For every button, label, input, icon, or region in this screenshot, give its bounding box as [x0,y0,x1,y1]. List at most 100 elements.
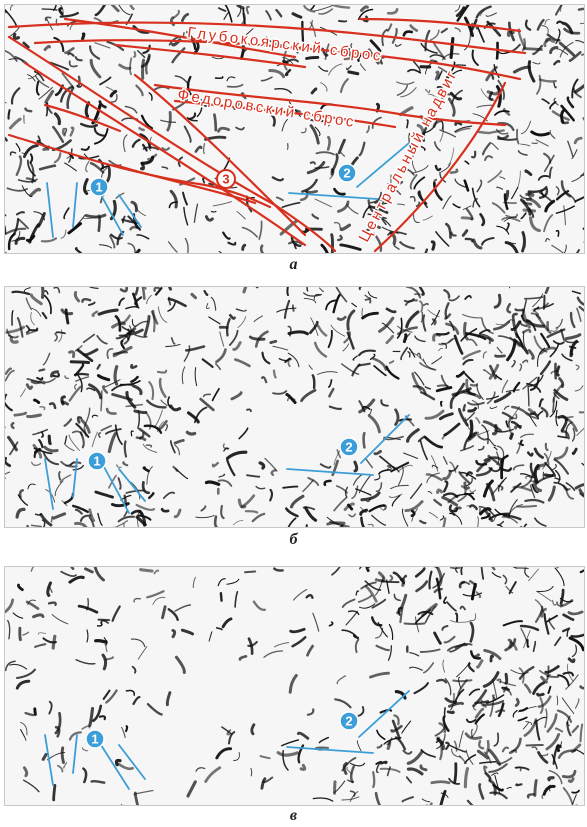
texture-stroke [73,372,90,376]
texture-stroke [544,708,548,729]
texture-stroke [61,500,68,507]
texture-stroke [553,388,569,401]
texture-stroke [522,331,528,352]
texture-stroke [84,101,91,118]
texture-stroke [287,352,300,368]
texture-stroke [409,174,418,190]
texture-stroke [508,737,522,755]
texture-stroke [577,7,584,11]
marker-2-c: 2 [339,711,359,731]
texture-stroke [430,309,441,326]
texture-stroke [516,442,521,454]
texture-stroke [409,652,420,657]
texture-stroke [405,776,413,784]
texture-stroke [521,328,532,334]
texture-stroke [519,363,523,372]
texture-stroke [5,136,8,142]
texture-stroke [74,508,83,515]
texture-stroke [482,479,494,498]
texture-stroke [335,287,348,303]
texture-stroke [134,296,143,306]
texture-stroke [41,311,48,320]
texture-stroke [511,312,518,320]
texture-stroke [9,336,19,344]
texture-stroke [472,113,488,122]
texture-stroke [9,663,28,670]
texture-stroke [272,345,289,351]
texture-stroke [516,128,520,145]
texture-stroke [497,79,505,100]
texture-stroke [68,731,82,741]
texture-stroke [525,192,535,198]
texture-stroke [396,317,403,339]
texture-stroke [241,243,247,251]
texture-stroke [84,213,107,219]
texture-stroke [111,605,121,622]
texture-stroke [217,578,226,587]
texture-stroke [511,413,518,420]
texture-stroke [429,54,444,58]
texture-stroke [438,347,443,352]
texture-stroke [443,289,451,299]
texture-stroke [327,379,333,388]
texture-stroke [452,203,461,209]
texture-stroke [69,20,77,31]
texture-stroke [460,328,478,342]
texture-stroke [346,65,352,71]
texture-stroke [560,419,568,432]
texture-stroke [390,461,410,473]
texture-stroke [386,579,390,594]
texture-stroke [7,619,11,640]
texture-stroke [32,428,49,436]
texture-stroke [196,99,203,118]
texture-stroke [573,136,583,145]
texture-stroke [97,618,111,622]
texture-stroke [480,512,491,520]
texture-stroke [358,475,371,494]
texture-stroke [53,112,62,126]
texture-stroke [81,725,91,730]
texture-stroke [307,476,320,487]
texture-stroke [550,369,559,375]
texture-stroke [68,350,76,359]
texture-stroke [359,603,376,609]
texture-stroke [571,789,580,794]
texture-stroke [386,766,391,777]
texture-stroke [489,696,495,717]
texture-stroke [91,310,99,317]
texture-stroke [454,127,471,134]
texture-stroke [72,464,84,471]
fault-central-thrust [373,81,507,253]
texture-stroke [551,110,570,121]
texture-stroke [75,422,90,438]
texture-stroke [553,97,559,106]
texture-stroke [420,312,423,323]
texture-stroke [303,5,316,13]
texture-stroke [542,471,545,480]
texture-stroke [527,385,530,407]
texture-stroke [354,638,360,654]
texture-stroke [351,363,361,377]
texture-stroke [520,198,532,216]
texture-stroke [287,397,296,402]
texture-stroke [520,143,531,147]
texture-stroke [485,12,497,17]
texture-stroke [379,760,388,765]
texture-stroke [100,390,103,412]
texture-stroke [561,769,577,779]
texture-stroke [276,751,299,757]
texture-stroke [485,694,505,704]
texture-stroke [555,190,570,201]
texture-stroke [576,296,584,306]
texture-stroke [563,27,581,35]
texture-stroke [360,516,365,527]
texture-stroke [415,201,421,208]
texture-stroke [360,5,369,12]
texture-stroke [406,750,424,765]
texture-stroke [424,248,429,253]
texture-stroke [93,117,100,126]
texture-stroke [10,87,21,105]
texture-stroke [415,580,429,593]
texture-stroke [445,61,456,79]
texture-stroke [422,662,435,674]
